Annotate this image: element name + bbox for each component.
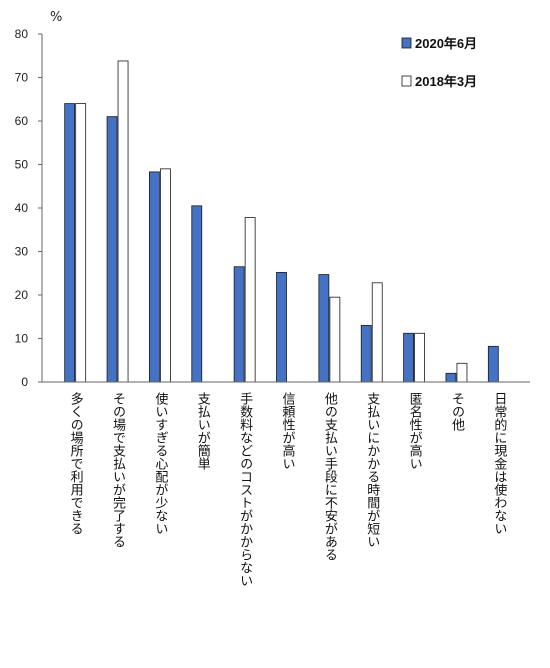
bar-series-2020 <box>445 372 457 383</box>
legend-swatch <box>401 37 412 49</box>
bar-series-2020 <box>360 325 372 383</box>
bar-series-2020 <box>233 266 245 383</box>
category-label: 手数料などのコストがかからない <box>237 392 253 587</box>
y-unit-label: % <box>50 10 62 25</box>
category-label: 匿名性が高い <box>407 392 423 470</box>
bars <box>64 60 499 383</box>
legend: 2020年6月 2018年3月 <box>401 36 477 89</box>
bar-series-2018 <box>244 217 256 383</box>
bar-series-2018 <box>117 60 129 383</box>
bar-series-2020 <box>191 205 203 383</box>
y-axis-ticks: 0 10 20 30 40 50 60 70 80 <box>15 27 42 389</box>
bar-series-2018 <box>329 296 341 383</box>
category-label: 支払いにかかる時間が短い <box>364 392 380 548</box>
bar-series-2020 <box>403 332 414 383</box>
y-tick-label: 40 <box>15 201 29 215</box>
bar-series-2020 <box>64 103 76 383</box>
y-tick-label: 20 <box>15 288 29 302</box>
category-label: 他の支払い手段に不安がある <box>322 392 338 561</box>
legend-label: 2020年6月 <box>415 36 477 51</box>
bar-series-2020 <box>106 116 118 383</box>
bar-series-2020 <box>318 274 330 383</box>
category-label: 信頼性が高い <box>280 392 296 470</box>
legend-swatch <box>401 75 412 87</box>
bar-series-2018 <box>414 332 425 383</box>
y-tick-label: 60 <box>15 114 29 128</box>
category-label: その他 <box>449 392 465 432</box>
y-tick-label: 10 <box>15 332 29 346</box>
bar-series-2018 <box>456 362 468 383</box>
category-label: 使いすぎる心配が少ない <box>152 391 168 535</box>
bar-series-2020 <box>276 271 287 383</box>
category-label: 日常的に現金は使わない <box>491 392 507 535</box>
y-tick-label: 70 <box>15 71 29 85</box>
category-label: その場で支払いが完了する <box>110 392 126 548</box>
bar-series-2018 <box>371 282 383 383</box>
bar-series-2018 <box>160 168 171 383</box>
bar-series-2018 <box>75 103 87 383</box>
category-labels: 多くの場所で利用できる その場で支払いが完了する 使いすぎる心配が少ない 支払いが簡単… <box>68 391 507 587</box>
bar-series-2020 <box>487 345 499 383</box>
y-tick-label: 50 <box>15 158 29 172</box>
category-label: 支払いが簡単 <box>195 392 211 470</box>
y-tick-label: 0 <box>21 375 28 389</box>
bar-series-2020 <box>149 171 160 383</box>
y-tick-label: 80 <box>15 27 29 41</box>
legend-label: 2018年3月 <box>415 74 477 89</box>
y-tick-label: 30 <box>15 245 29 259</box>
category-label: 多くの場所で利用できる <box>68 391 84 535</box>
